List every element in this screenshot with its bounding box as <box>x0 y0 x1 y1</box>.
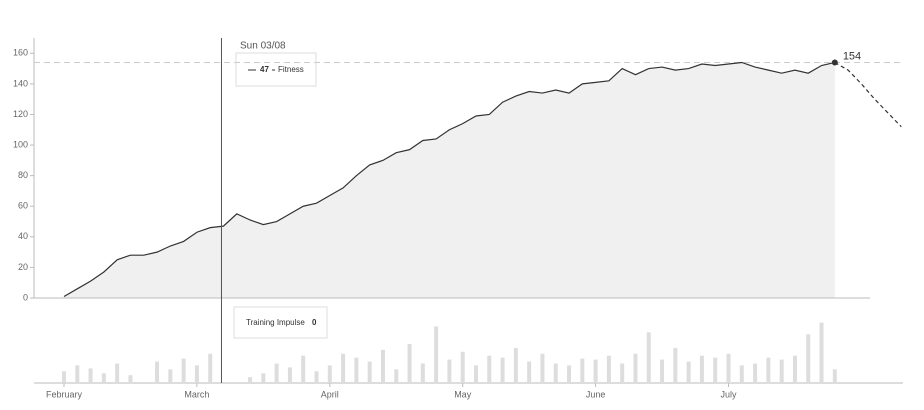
impulse-bar <box>447 359 452 383</box>
impulse-bar <box>261 373 266 383</box>
fitness-line <box>63 61 835 297</box>
impulse-bar <box>540 353 545 383</box>
impulse-bar <box>274 363 279 383</box>
y-tick-label: 140 <box>13 78 28 88</box>
tooltip-value: 47 <box>260 65 269 74</box>
impulse-bar <box>128 375 133 383</box>
x-tick-label: February <box>46 389 83 399</box>
impulse-bar <box>673 347 678 383</box>
impulse-bar <box>394 369 399 383</box>
impulse-bar <box>620 363 625 383</box>
impulse-bar <box>168 369 173 383</box>
y-tick-label: 60 <box>18 201 28 211</box>
impulse-bar <box>792 355 797 383</box>
impulse-box <box>233 306 328 339</box>
impulse-bar <box>819 322 824 383</box>
impulse-bar <box>726 353 731 383</box>
impulse-bar <box>88 368 93 383</box>
y-tick-label: 100 <box>13 139 28 149</box>
impulse-bar <box>660 359 665 383</box>
forecast-line <box>834 61 902 128</box>
impulse-bar <box>434 326 439 383</box>
impulse-value: 0 <box>312 318 317 327</box>
impulse-bar <box>739 365 744 383</box>
impulse-bar <box>487 355 492 383</box>
impulse-bar <box>832 369 837 383</box>
impulse-bar <box>194 365 199 383</box>
x-tick-label: July <box>720 389 737 399</box>
x-tick-label: March <box>184 389 209 399</box>
impulse-bar <box>314 371 319 383</box>
impulse-bar <box>753 363 758 383</box>
impulse-bar <box>553 363 558 383</box>
impulse-bar <box>248 377 253 383</box>
impulse-bar <box>155 361 160 383</box>
impulse-bar <box>500 357 505 383</box>
impulse-bar <box>686 361 691 383</box>
impulse-bar <box>62 371 66 383</box>
impulse-bar <box>460 351 465 383</box>
impulse-bar <box>567 365 572 383</box>
impulse-bar <box>779 359 784 383</box>
impulse-bar <box>301 355 306 383</box>
impulse-bar <box>287 367 292 383</box>
impulse-bar <box>208 353 213 383</box>
impulse-bar <box>101 373 106 383</box>
x-tick-label: April <box>321 389 339 399</box>
tooltip-name: Fitness <box>278 65 304 74</box>
impulse-bar <box>181 358 186 383</box>
impulse-bar <box>806 334 811 383</box>
impulse-bar <box>713 357 718 383</box>
impulse-bar <box>646 332 651 383</box>
impulse-bar <box>699 355 704 383</box>
x-tick-label: May <box>454 389 472 399</box>
impulse-bar <box>407 344 412 383</box>
impulse-bar <box>367 361 372 383</box>
impulse-bar <box>75 365 80 383</box>
impulse-bar <box>341 353 346 383</box>
impulse-label: Training Impulse <box>246 318 305 327</box>
y-tick-label: 80 <box>18 170 28 180</box>
impulse-bar <box>380 349 385 383</box>
area-fill <box>64 62 835 299</box>
impulse-bar <box>766 357 771 383</box>
end-label: 154 <box>843 50 861 62</box>
impulse-bar <box>580 358 585 383</box>
impulse-bar <box>473 365 478 383</box>
y-tick-label: 160 <box>13 48 28 58</box>
impulse-bar <box>327 365 332 383</box>
tooltip-date: Sun 03/08 <box>240 41 286 52</box>
end-point <box>831 59 838 66</box>
impulse-bar <box>115 363 120 383</box>
impulse-bar <box>606 355 611 383</box>
y-tick-label: 40 <box>18 231 28 241</box>
impulse-bar <box>513 347 518 383</box>
y-tick-label: 20 <box>18 262 28 272</box>
y-tick-label: 120 <box>13 109 28 119</box>
x-tick-label: June <box>586 389 606 399</box>
impulse-bar <box>354 357 359 383</box>
y-tick-label: 0 <box>23 292 28 302</box>
impulse-bar <box>633 353 638 383</box>
impulse-bar <box>593 359 598 383</box>
impulse-bar <box>527 361 532 383</box>
impulse-bar <box>420 363 425 383</box>
